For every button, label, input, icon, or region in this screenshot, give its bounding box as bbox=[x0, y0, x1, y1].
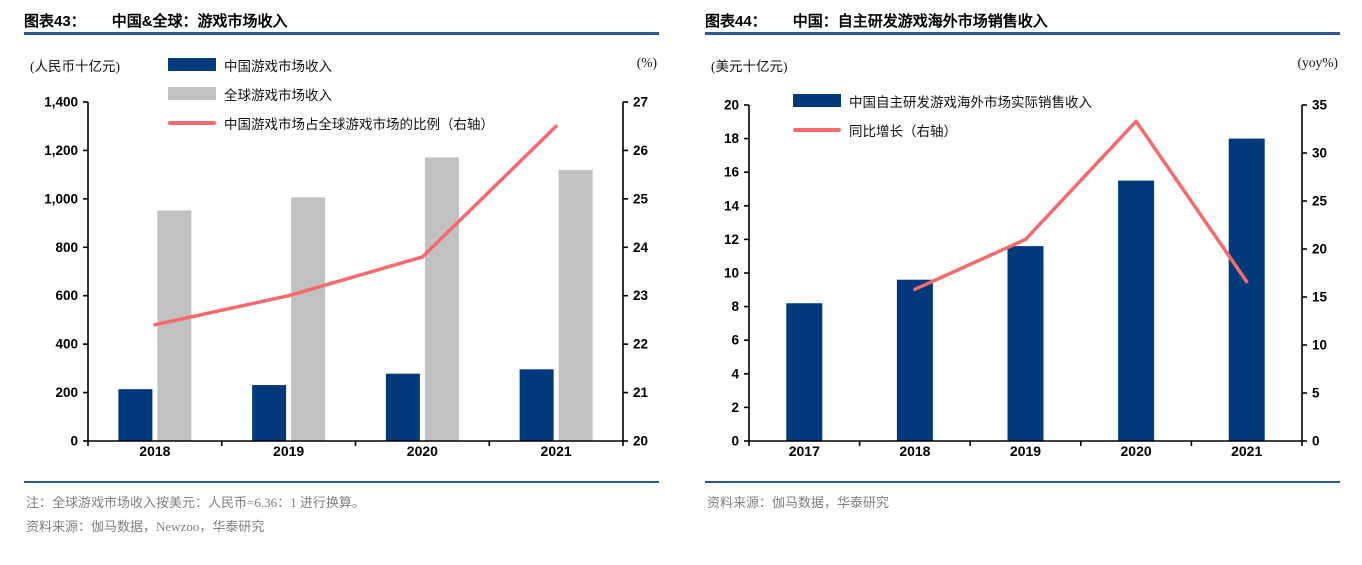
legend: 中国游戏市场收入 全球游戏市场收入中国游戏市场占全球游戏市场的比例（右轴） bbox=[168, 50, 494, 137]
footer-rule bbox=[24, 481, 659, 483]
right-tick-label: 35 bbox=[1312, 98, 1328, 113]
bar bbox=[1228, 138, 1265, 441]
legend-label: 同比增长（右轴） bbox=[849, 123, 957, 139]
bar bbox=[786, 303, 823, 441]
right-tick-label: 0 bbox=[1312, 434, 1320, 449]
x-tick-label: 2019 bbox=[273, 443, 304, 459]
legend-label: 中国游戏市场占全球游戏市场的比例（右轴） bbox=[224, 116, 494, 132]
legend-label: 中国自主研发游戏海外市场实际销售收入 bbox=[849, 94, 1092, 110]
legend-item: 同比增长（右轴） bbox=[793, 115, 1092, 144]
legend-item: 全球游戏市场收入 bbox=[168, 79, 494, 108]
right-tick-label: 21 bbox=[633, 385, 649, 400]
ratio-line bbox=[153, 124, 558, 327]
x-tick-label: 2017 bbox=[789, 443, 820, 459]
left-tick-label: 1,000 bbox=[44, 191, 78, 206]
legend-bar-swatch bbox=[168, 87, 216, 100]
chart-note: 注：全球游戏市场收入按美元：人民币=6.36：1 进行换算。 bbox=[26, 495, 365, 510]
legend-bar-swatch bbox=[168, 58, 216, 71]
footer-rule bbox=[705, 481, 1340, 483]
right-tick-label: 26 bbox=[633, 143, 649, 158]
left-tick-label: 8 bbox=[731, 299, 739, 314]
bar bbox=[558, 170, 593, 441]
figure-44-title-row: 图表44： 中国：自主研发游戏海外市场销售收入 bbox=[705, 10, 1340, 31]
left-tick-label: 800 bbox=[55, 240, 78, 255]
bar bbox=[157, 210, 192, 441]
bar bbox=[291, 197, 326, 441]
title-underline bbox=[705, 32, 1340, 35]
left-axis-unit: (美元十亿元) bbox=[711, 59, 788, 74]
legend-label: 全球游戏市场收入 bbox=[224, 87, 332, 103]
legend-bar-swatch bbox=[793, 94, 841, 107]
bar bbox=[519, 369, 554, 441]
left-tick-label: 12 bbox=[724, 232, 739, 247]
bar bbox=[896, 279, 933, 441]
figure-43-panel: 图表43： 中国&全球：游戏市场收入 (人民币十亿元) (%) 中国游戏市场收入全… bbox=[24, 10, 659, 534]
left-tick-label: 2 bbox=[731, 400, 739, 415]
bar bbox=[118, 389, 153, 441]
left-tick-label: 0 bbox=[70, 434, 78, 449]
left-tick-label: 400 bbox=[55, 337, 78, 352]
x-tick-label: 2018 bbox=[139, 443, 170, 459]
ratio-line bbox=[913, 119, 1249, 292]
x-tick-label: 2018 bbox=[899, 443, 930, 459]
x-tick-label: 2019 bbox=[1010, 443, 1041, 459]
figure-44-chart: 0 2 4 6 8 10 12 14 16 18 20 0 5 10 15 20 25 30 35 2017 2018 2… bbox=[724, 98, 1328, 460]
right-tick-label: 5 bbox=[1312, 386, 1320, 401]
left-tick-label: 18 bbox=[724, 131, 740, 146]
x-tick-label: 2020 bbox=[1121, 443, 1152, 459]
left-tick-label: 20 bbox=[724, 98, 739, 113]
figure-44-label: 图表44： bbox=[705, 13, 767, 30]
left-tick-label: 4 bbox=[731, 366, 739, 381]
x-tick-label: 2021 bbox=[1231, 443, 1262, 459]
bar bbox=[385, 373, 420, 441]
right-tick-label: 22 bbox=[633, 337, 648, 352]
right-tick-label: 23 bbox=[633, 288, 649, 303]
right-axis-unit: (yoy%) bbox=[1297, 55, 1339, 70]
bar bbox=[1007, 246, 1044, 441]
legend-item: 中国游戏市场占全球游戏市场的比例（右轴） bbox=[168, 108, 494, 137]
right-tick-label: 15 bbox=[1312, 290, 1328, 305]
legend: 中国自主研发游戏海外市场实际销售收入 同比增长（右轴） bbox=[793, 86, 1092, 144]
left-axis-unit: (人民币十亿元) bbox=[30, 59, 120, 74]
right-tick-label: 27 bbox=[633, 95, 648, 110]
chart-source: 资料来源：伽马数据，华泰研究 bbox=[707, 495, 890, 510]
right-tick-label: 24 bbox=[633, 240, 649, 255]
bar bbox=[424, 157, 459, 441]
left-tick-label: 1,200 bbox=[44, 143, 78, 158]
left-tick-label: 16 bbox=[724, 165, 740, 180]
legend-line-swatch bbox=[793, 127, 841, 132]
right-axis-unit: (%) bbox=[636, 55, 657, 70]
right-tick-label: 10 bbox=[1312, 338, 1327, 353]
left-tick-label: 6 bbox=[731, 333, 739, 348]
figure-43-chart: 02004006008001,0001,2001,400202122232425… bbox=[44, 95, 649, 460]
legend-line-swatch bbox=[168, 120, 216, 125]
x-tick-label: 2020 bbox=[407, 443, 438, 459]
figure-44-panel: 图表44： 中国：自主研发游戏海外市场销售收入 (美元十亿元) (yoy%) 中国… bbox=[681, 0, 1362, 565]
left-tick-label: 0 bbox=[731, 434, 739, 449]
x-tick-label: 2021 bbox=[541, 443, 572, 459]
legend-label: 中国游戏市场收入 bbox=[224, 58, 332, 74]
bar bbox=[252, 385, 287, 441]
right-tick-label: 30 bbox=[1312, 146, 1327, 161]
left-tick-label: 600 bbox=[55, 288, 78, 303]
left-tick-label: 1,400 bbox=[44, 95, 78, 110]
legend-item: 中国游戏市场收入 bbox=[168, 50, 494, 79]
right-tick-label: 20 bbox=[633, 434, 648, 449]
right-tick-label: 25 bbox=[633, 191, 649, 206]
chart-source: 资料来源：伽马数据，Newzoo，华泰研究 bbox=[26, 519, 265, 534]
figure-43-label: 图表43： bbox=[24, 13, 86, 30]
right-tick-label: 20 bbox=[1312, 242, 1327, 257]
bar bbox=[1118, 180, 1155, 441]
title-underline bbox=[24, 32, 659, 35]
figure-43-title: 中国&全球：游戏市场收入 bbox=[111, 13, 288, 30]
left-tick-label: 200 bbox=[55, 385, 78, 400]
figure-43-title-row: 图表43： 中国&全球：游戏市场收入 bbox=[24, 10, 659, 31]
left-tick-label: 10 bbox=[724, 266, 739, 281]
right-tick-label: 25 bbox=[1312, 194, 1328, 209]
figure-44-title: 中国：自主研发游戏海外市场销售收入 bbox=[792, 13, 1048, 30]
legend-item: 中国自主研发游戏海外市场实际销售收入 bbox=[793, 86, 1092, 115]
left-tick-label: 14 bbox=[724, 198, 740, 213]
